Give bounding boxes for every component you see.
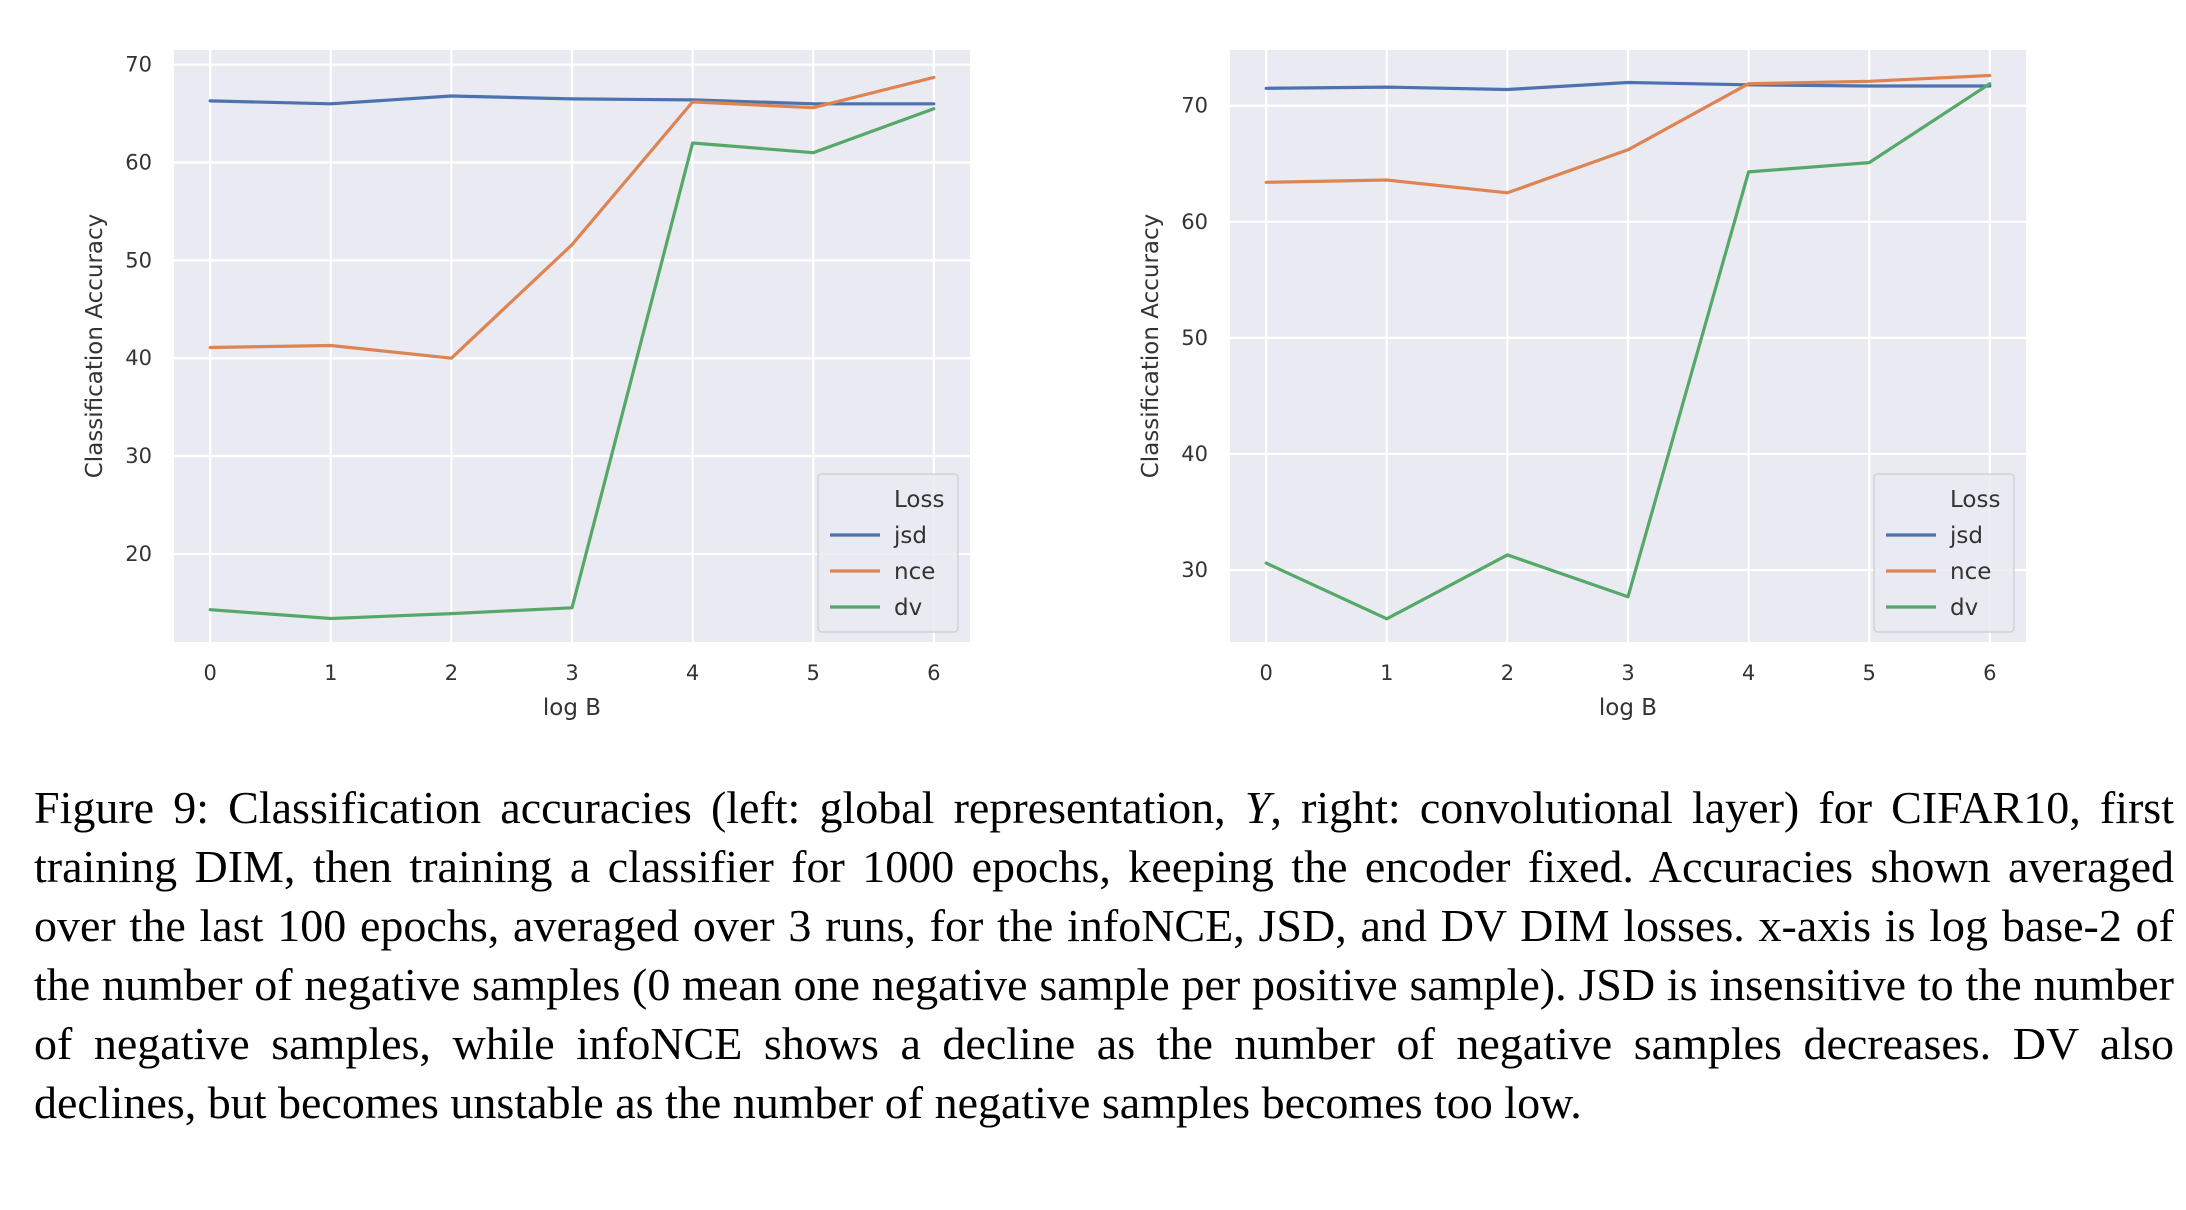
x-tick-label: 4 [1742,661,1755,685]
chart-left: 0 1 2 3 4 5 6 20 30 40 50 60 70 log B Classification A… [82,50,970,721]
y-axis-label: Classification Accuracy [82,214,108,479]
caption-variable: Y [1244,782,1271,833]
legend-label-dv: dv [1950,595,1978,621]
chart-right: 0 1 2 3 4 5 6 30 40 50 60 70 log B Classification Acc… [1138,50,2026,721]
legend-label-jsd: jsd [893,523,927,549]
y-tick-label: 30 [1181,558,1208,582]
series-line-dv [1264,82,1992,621]
caption-text-1: Classification accuracies (left: global … [209,782,1245,833]
x-tick-label: 3 [565,661,578,685]
y-tick-label: 50 [1181,326,1208,350]
x-tick-label: 6 [1983,661,1996,685]
figure-caption: Figure 9: Classification accuracies (lef… [34,778,2174,1132]
caption-label: Figure 9: [34,782,210,833]
legend-box [817,473,959,633]
legend-label-nce: nce [894,559,935,585]
x-tick-label: 0 [1259,661,1272,685]
x-tick-label: 5 [1863,661,1876,685]
x-tick-label: 5 [807,661,820,685]
y-tick-label: 50 [125,248,152,272]
x-tick-label: 0 [203,661,216,685]
y-tick-label: 40 [125,346,152,370]
series-line-nce [1264,73,1992,195]
legend-title: Loss [1950,487,2000,513]
x-tick-label: 1 [324,661,337,685]
y-tick-label: 70 [125,53,152,77]
series-line-jsd [1264,80,1992,92]
y-tick-label: 60 [1181,210,1208,234]
x-tick-label: 1 [1380,661,1393,685]
y-axis-label: Classification Accuracy [1138,214,1164,479]
x-tick-label: 2 [1501,661,1514,685]
legend-box [1873,473,2015,633]
y-tick-label: 70 [1181,94,1208,118]
legend: Loss jsd nce dv [817,473,959,633]
series-line-nce [208,75,936,360]
legend-label-nce: nce [1950,559,1991,585]
x-tick-label: 4 [686,661,699,685]
series-line-jsd [208,94,936,106]
x-axis-label: log B [543,695,601,721]
y-tick-label: 30 [125,444,152,468]
x-axis-label: log B [1599,695,1657,721]
x-tick-label: 2 [445,661,458,685]
legend-label-jsd: jsd [1949,523,1983,549]
caption-text-2: , right: convolutional layer) for CIFAR1… [34,782,2174,1128]
series-line-dv [208,107,936,621]
x-tick-label: 6 [927,661,940,685]
y-tick-label: 20 [125,542,152,566]
x-tick-label: 3 [1621,661,1634,685]
y-tick-label: 40 [1181,442,1208,466]
y-tick-label: 60 [125,151,152,175]
legend-label-dv: dv [894,595,922,621]
legend-title: Loss [894,487,944,513]
legend: Loss jsd nce dv [1873,473,2015,633]
